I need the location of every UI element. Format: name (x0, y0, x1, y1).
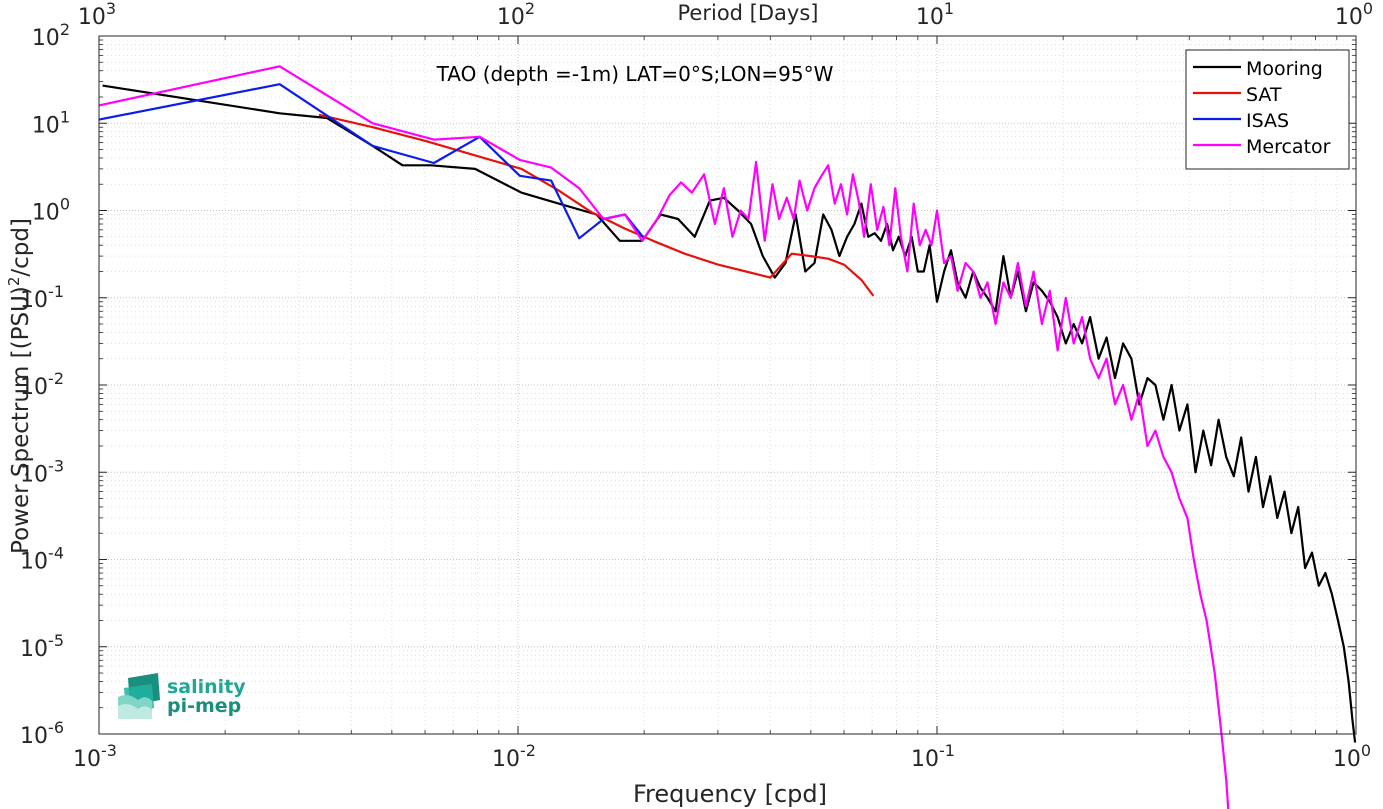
y-tick-label: 100 (32, 195, 70, 226)
y-tick-label-base: 10 (20, 550, 48, 575)
x-tick-label: 10-1 (911, 741, 955, 772)
y-tick-label: 102 (32, 20, 70, 51)
y-tick-label-exponent: -1 (48, 282, 64, 301)
series-line-isas (98, 83, 645, 240)
y-tick-label: 10-1 (20, 282, 64, 313)
top-tick-label: 100 (1335, 0, 1373, 30)
x-tick-label-base: 10 (911, 747, 939, 772)
x-tick-labels: 10-3 10-2 10-1 100 (73, 741, 1371, 772)
y-tick-label: 101 (32, 107, 70, 138)
x-tick-label-exponent: -2 (520, 741, 536, 760)
x-tick-label-base: 10 (492, 747, 520, 772)
y-tick-label-exponent: -6 (48, 718, 64, 737)
y-tick-label-exponent: 2 (60, 20, 70, 39)
series-line-sat (318, 113, 875, 297)
x-tick-label-exponent: -3 (101, 741, 117, 760)
logo-text-top: salinity (167, 676, 246, 698)
y-tick-label-base: 10 (20, 288, 48, 313)
y-tick-label-exponent: 0 (60, 195, 70, 214)
y-tick-label: 10-5 (20, 631, 64, 662)
top-tick-label: 103 (78, 0, 116, 30)
y-tick-label-base: 10 (32, 26, 60, 51)
x-tick-label: 10-3 (73, 741, 117, 772)
y-tick-label-base: 10 (32, 201, 60, 226)
y-tick-label-base: 10 (20, 375, 48, 400)
logo-wave-icon (118, 673, 160, 719)
y-axis-label-main: Power Spectrum [(PSU) (8, 286, 34, 554)
y-tick-label-exponent: -5 (48, 631, 64, 650)
y-tick-label-exponent: 1 (60, 107, 70, 126)
y-tick-label: 10-6 (20, 718, 64, 749)
y-tick-label-base: 10 (20, 462, 48, 487)
top-tick-label-exponent: 2 (525, 0, 535, 18)
top-tick-label-exponent: 3 (106, 0, 116, 18)
logo-text-bottom: pi-mep (167, 695, 241, 717)
y-axis-label-superscript: 2 (5, 277, 23, 287)
x-tick-label-exponent: -1 (939, 741, 955, 760)
y-tick-label: 10-3 (20, 456, 64, 487)
legend-label-sat: SAT (1246, 84, 1282, 106)
x-tick-label-exponent: 0 (1361, 741, 1371, 760)
y-tick-label-base: 10 (20, 637, 48, 662)
salinity-pi-mep-logo: salinity pi-mep (118, 673, 246, 719)
y-tick-label-exponent: -4 (48, 544, 64, 563)
top-tick-label-base: 10 (1335, 5, 1363, 30)
series-line-mercator (98, 65, 1230, 809)
legend-box (1185, 49, 1350, 170)
y-tick-label-exponent: -3 (48, 456, 64, 475)
series-group (98, 65, 1357, 809)
y-axis-label: Power Spectrum [(PSU)2/cpd] (5, 218, 34, 554)
top-tick-label: 102 (497, 0, 535, 30)
y-axis-label-end: /cpd] (8, 218, 34, 277)
legend-label-mooring: Mooring (1246, 58, 1323, 80)
y-tick-label: 10-2 (20, 369, 64, 400)
top-tick-label-base: 10 (916, 5, 944, 30)
y-tick-label-exponent: -2 (48, 369, 64, 388)
top-tick-labels: 103 102 101 100 (78, 0, 1373, 30)
x-axis-label: Frequency [cpd] (633, 780, 827, 808)
tick-marks (98, 35, 1357, 735)
x-tick-label-base: 10 (73, 747, 101, 772)
x-tick-label-base: 10 (1333, 747, 1361, 772)
x-tick-label: 10-2 (492, 741, 536, 772)
top-tick-label-exponent: 1 (944, 0, 954, 18)
top-tick-label-exponent: 0 (1363, 0, 1373, 18)
legend: Mooring SAT ISAS Mercator (1185, 49, 1350, 170)
top-axis-label: Period [Days] (678, 1, 819, 25)
top-tick-label-base: 10 (78, 5, 106, 30)
major-grid (98, 35, 1357, 735)
top-tick-label-base: 10 (497, 5, 525, 30)
y-tick-label-base: 10 (32, 113, 60, 138)
x-tick-label: 100 (1333, 741, 1371, 772)
y-tick-label: 10-4 (20, 544, 64, 575)
chart-title: TAO (depth =-1m) LAT=0°S;LON=95°W (436, 62, 834, 86)
y-tick-label-base: 10 (20, 724, 48, 749)
legend-label-isas: ISAS (1246, 110, 1289, 132)
top-tick-label: 101 (916, 0, 954, 30)
legend-label-mercator: Mercator (1246, 136, 1331, 158)
